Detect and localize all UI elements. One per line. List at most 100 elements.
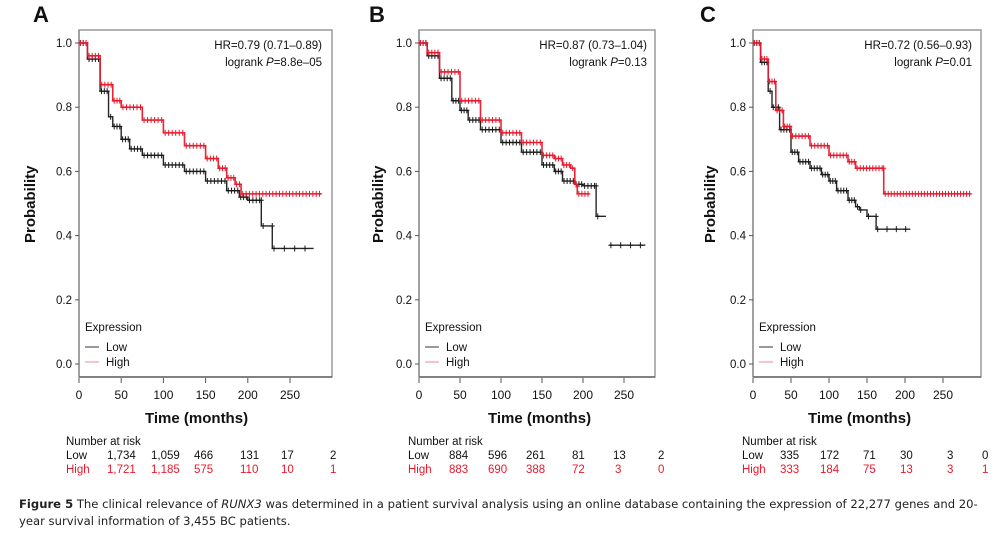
y-tick-label: 0.0 — [396, 359, 412, 371]
censor-mark — [496, 117, 502, 124]
logrank-p-label: logrank P=8.8e–05 — [225, 57, 322, 69]
censor-mark — [302, 245, 308, 252]
censor-mark — [825, 171, 831, 178]
censor-mark — [455, 68, 461, 75]
caption-text-pre: The clinical relevance of — [73, 497, 222, 511]
censor-mark — [222, 165, 228, 172]
number-at-risk-table: Number at risk Low 1,734 1,059 466 131 1… — [66, 436, 346, 478]
censor-mark — [517, 129, 523, 136]
censor-mark — [628, 242, 634, 249]
censor-mark — [967, 190, 973, 197]
censor-mark — [558, 168, 564, 175]
censor-mark — [593, 182, 599, 189]
x-tick-label: 0 — [750, 388, 757, 402]
y-tick-label: 0.2 — [730, 295, 746, 307]
y-tick-label: 0.2 — [56, 295, 72, 307]
x-tick-label: 50 — [784, 388, 798, 402]
caption-label: Figure 5 — [19, 497, 74, 511]
figure-caption: Figure 5 The clinical relevance of RUNX3… — [19, 496, 994, 530]
censor-mark — [764, 56, 770, 63]
x-tick-label: 200 — [238, 388, 258, 402]
panel-letter: C — [700, 2, 716, 27]
logrank-p-label: logrank P=0.01 — [894, 57, 972, 69]
risk-row-high: High 1,721 1,185 575 110 10 1 — [66, 464, 337, 476]
x-tick-label: 100 — [819, 388, 839, 402]
km-curve-high — [419, 42, 590, 195]
censor-mark — [125, 136, 131, 143]
risk-row-low: Low 1,734 1,059 466 131 17 2 — [66, 450, 337, 462]
censor-mark — [881, 165, 887, 172]
censor-mark — [573, 181, 579, 188]
censor-mark — [222, 178, 228, 185]
risk-title: Number at risk — [742, 436, 817, 448]
censor-mark — [824, 142, 830, 149]
censor-mark — [138, 104, 144, 111]
panel-letter: A — [33, 2, 49, 27]
censor-mark — [108, 81, 114, 88]
censor-mark — [108, 113, 114, 120]
censor-mark — [435, 49, 441, 56]
censor-mark — [585, 190, 591, 197]
censor-mark — [855, 203, 860, 210]
censor-mark — [269, 222, 275, 229]
censor-mark — [159, 152, 165, 159]
legend-title: Expression — [759, 322, 816, 334]
x-tick-label: 150 — [532, 388, 552, 402]
censor-mark — [767, 88, 773, 95]
censor-mark — [772, 78, 778, 85]
censor-mark — [618, 242, 624, 249]
x-tick-label: 150 — [196, 388, 216, 402]
y-tick-label: 1.0 — [56, 38, 72, 50]
censor-mark — [884, 226, 890, 233]
censor-mark — [271, 245, 277, 252]
x-axis-label: Time (months) — [145, 410, 249, 427]
censor-mark — [805, 133, 811, 140]
legend-entry-high: High — [780, 357, 804, 369]
censor-mark — [138, 145, 144, 152]
censor-mark — [214, 155, 220, 162]
y-tick-label: 0.8 — [396, 102, 412, 114]
km-plot-b: 0.0 0.2 0.4 0.6 0.8 1.0 0 50 100 150 200 250 HR=0.87… — [396, 29, 656, 402]
censor-mark — [851, 158, 857, 165]
caption-gene: RUNX3 — [221, 497, 262, 511]
risk-row-low: Low 884 596 261 81 13 2 — [408, 450, 665, 462]
y-tick-label: 1.0 — [730, 38, 746, 50]
censor-mark — [292, 245, 298, 252]
x-tick-label: 0 — [76, 388, 83, 402]
censor-mark — [566, 161, 572, 168]
x-axis-label: Time (months) — [488, 410, 592, 427]
censor-mark — [637, 242, 643, 249]
censor-mark — [903, 226, 909, 233]
censor-mark — [843, 152, 849, 159]
logrank-p-label: logrank P=0.13 — [569, 57, 647, 69]
censor-mark — [83, 40, 89, 46]
risk-row-high: High 333 184 75 13 3 1 — [742, 464, 989, 476]
hazard-ratio-label: HR=0.72 (0.56–0.93) — [864, 40, 972, 52]
x-axis-label: Time (months) — [808, 410, 912, 427]
censor-mark — [464, 107, 470, 114]
censor-mark — [787, 123, 793, 130]
hazard-ratio-label: HR=0.79 (0.71–0.89) — [214, 40, 322, 52]
censor-mark — [844, 187, 850, 194]
x-tick-label: 0 — [416, 388, 423, 402]
x-tick-label: 50 — [115, 388, 129, 402]
censor-mark — [873, 213, 879, 220]
panel-b: B Probability 0.0 0.2 0.4 0.6 0.8 1.0 0 50 100 15… — [340, 0, 670, 480]
censor-mark — [817, 165, 823, 172]
y-tick-label: 0.8 — [730, 102, 746, 114]
censor-mark — [779, 107, 785, 114]
km-curve-low — [79, 42, 314, 250]
censor-mark — [260, 222, 266, 229]
risk-title: Number at risk — [66, 436, 141, 448]
censor-mark — [756, 40, 762, 46]
censor-mark — [159, 117, 165, 124]
km-plot-a: 0.0 0.2 0.4 0.6 0.8 1.0 0 50 100 150 200 250 HR=0.79… — [56, 29, 333, 402]
legend-entry-low: Low — [780, 342, 802, 354]
risk-row-high: High 883 690 388 72 3 0 — [408, 464, 665, 476]
censor-mark — [570, 165, 576, 172]
censor-mark — [893, 226, 899, 233]
legend-entry-high: High — [106, 357, 130, 369]
y-tick-label: 0.0 — [56, 359, 72, 371]
censor-mark — [858, 206, 864, 213]
y-tick-label: 0.4 — [56, 231, 73, 243]
